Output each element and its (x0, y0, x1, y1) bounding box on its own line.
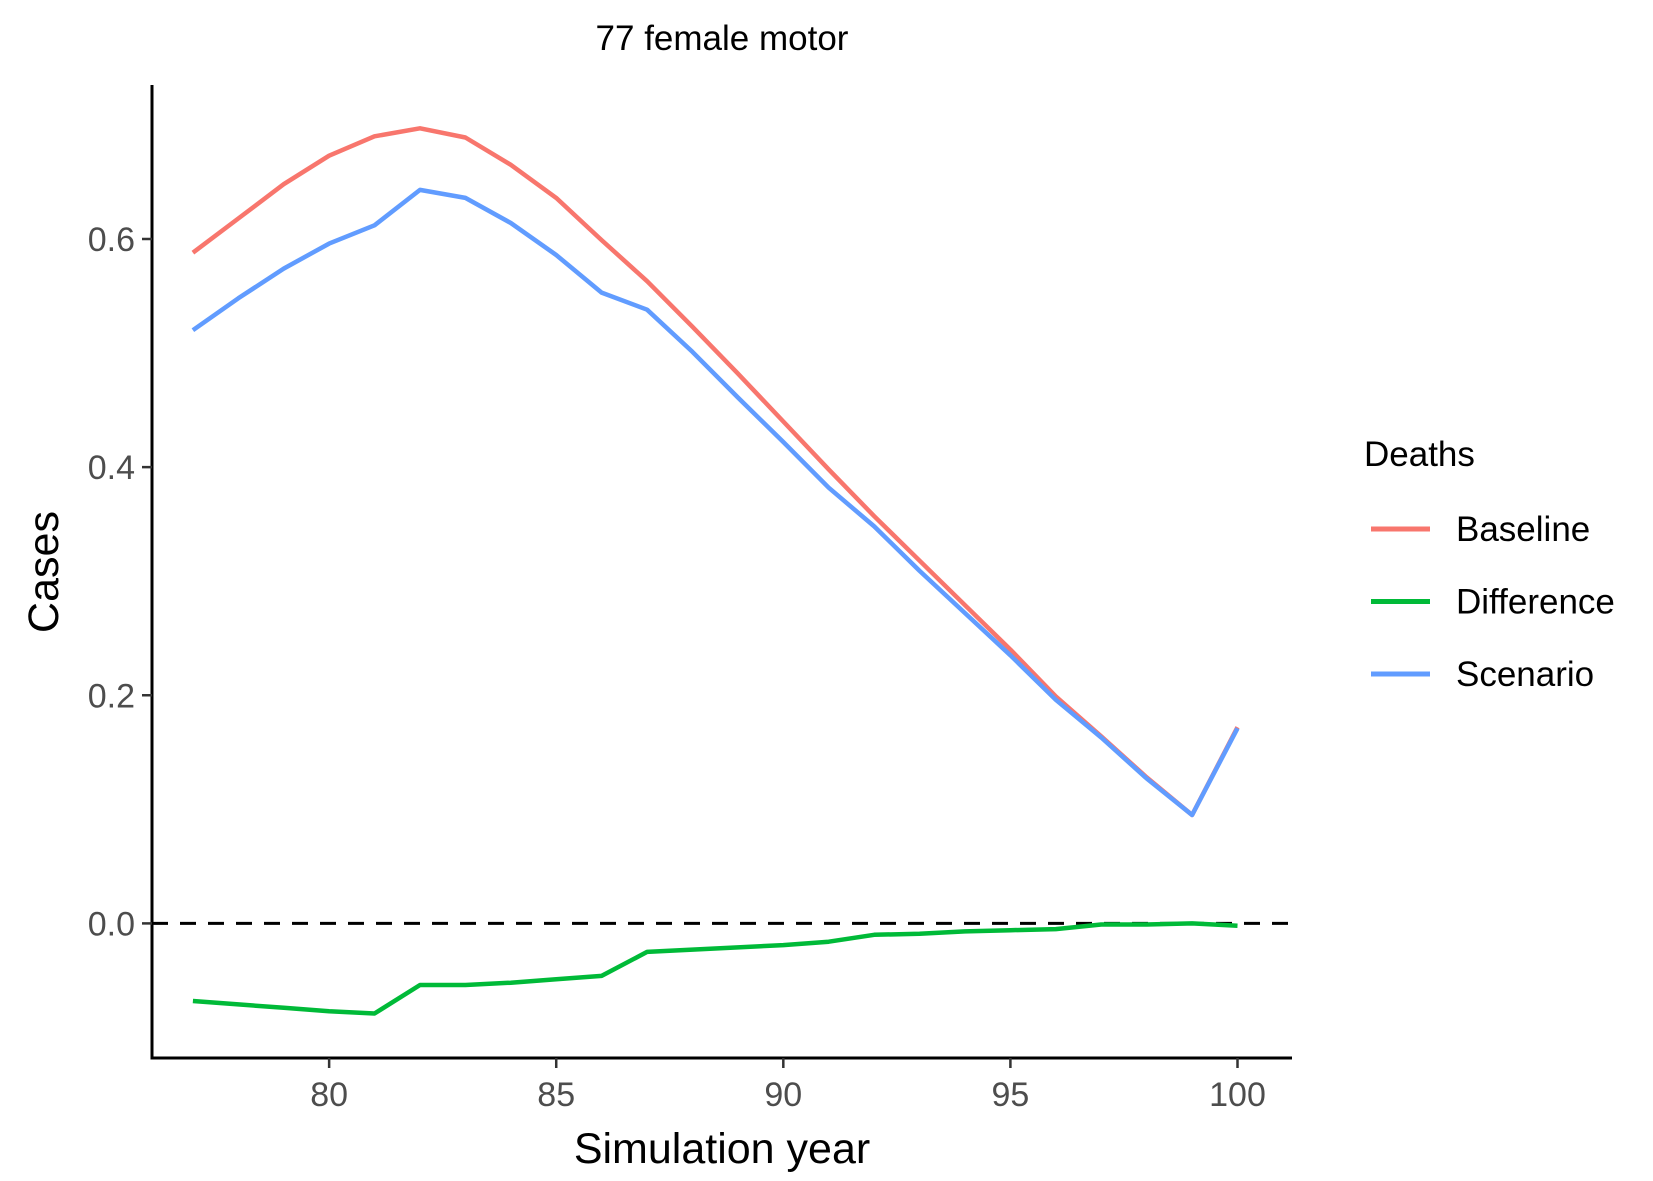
legend-item-scenario: Scenario (1371, 655, 1594, 694)
plot-area (152, 126, 1292, 1016)
series-lines (191, 126, 1240, 1016)
legend-title: Deaths (1364, 435, 1475, 474)
x-axis-ticks: 80 85 90 95 100 (310, 1058, 1266, 1114)
legend-label: Baseline (1456, 510, 1590, 549)
legend-item-difference: Difference (1371, 583, 1615, 622)
y-axis-title: Cases (20, 511, 68, 633)
legend-label: Difference (1456, 583, 1615, 622)
x-tick-label: 100 (1209, 1076, 1266, 1114)
x-tick-label: 95 (991, 1076, 1029, 1114)
series-line-baseline (191, 126, 1240, 818)
y-tick-label: 0.6 (88, 221, 135, 259)
chart-title: 77 female motor (596, 19, 849, 58)
legend: Deaths Baseline Difference Scenario (1364, 435, 1615, 694)
y-tick-label: 0.4 (88, 449, 135, 487)
legend-items: Baseline Difference Scenario (1371, 510, 1615, 694)
series-line-scenario (191, 187, 1240, 818)
axes: 80 85 90 95 100 0.0 0.2 0.4 0.6 (88, 85, 1292, 1114)
y-axis-ticks: 0.0 0.2 0.4 0.6 (88, 221, 152, 943)
legend-item-baseline: Baseline (1371, 510, 1590, 549)
x-tick-label: 80 (310, 1076, 348, 1114)
x-axis-title: Simulation year (574, 1125, 870, 1173)
series-line-difference (192, 921, 1238, 1016)
x-tick-label: 85 (537, 1076, 575, 1114)
y-tick-label: 0.2 (88, 677, 135, 715)
x-tick-label: 90 (764, 1076, 802, 1114)
y-tick-label: 0.0 (88, 905, 135, 943)
legend-label: Scenario (1456, 655, 1594, 694)
